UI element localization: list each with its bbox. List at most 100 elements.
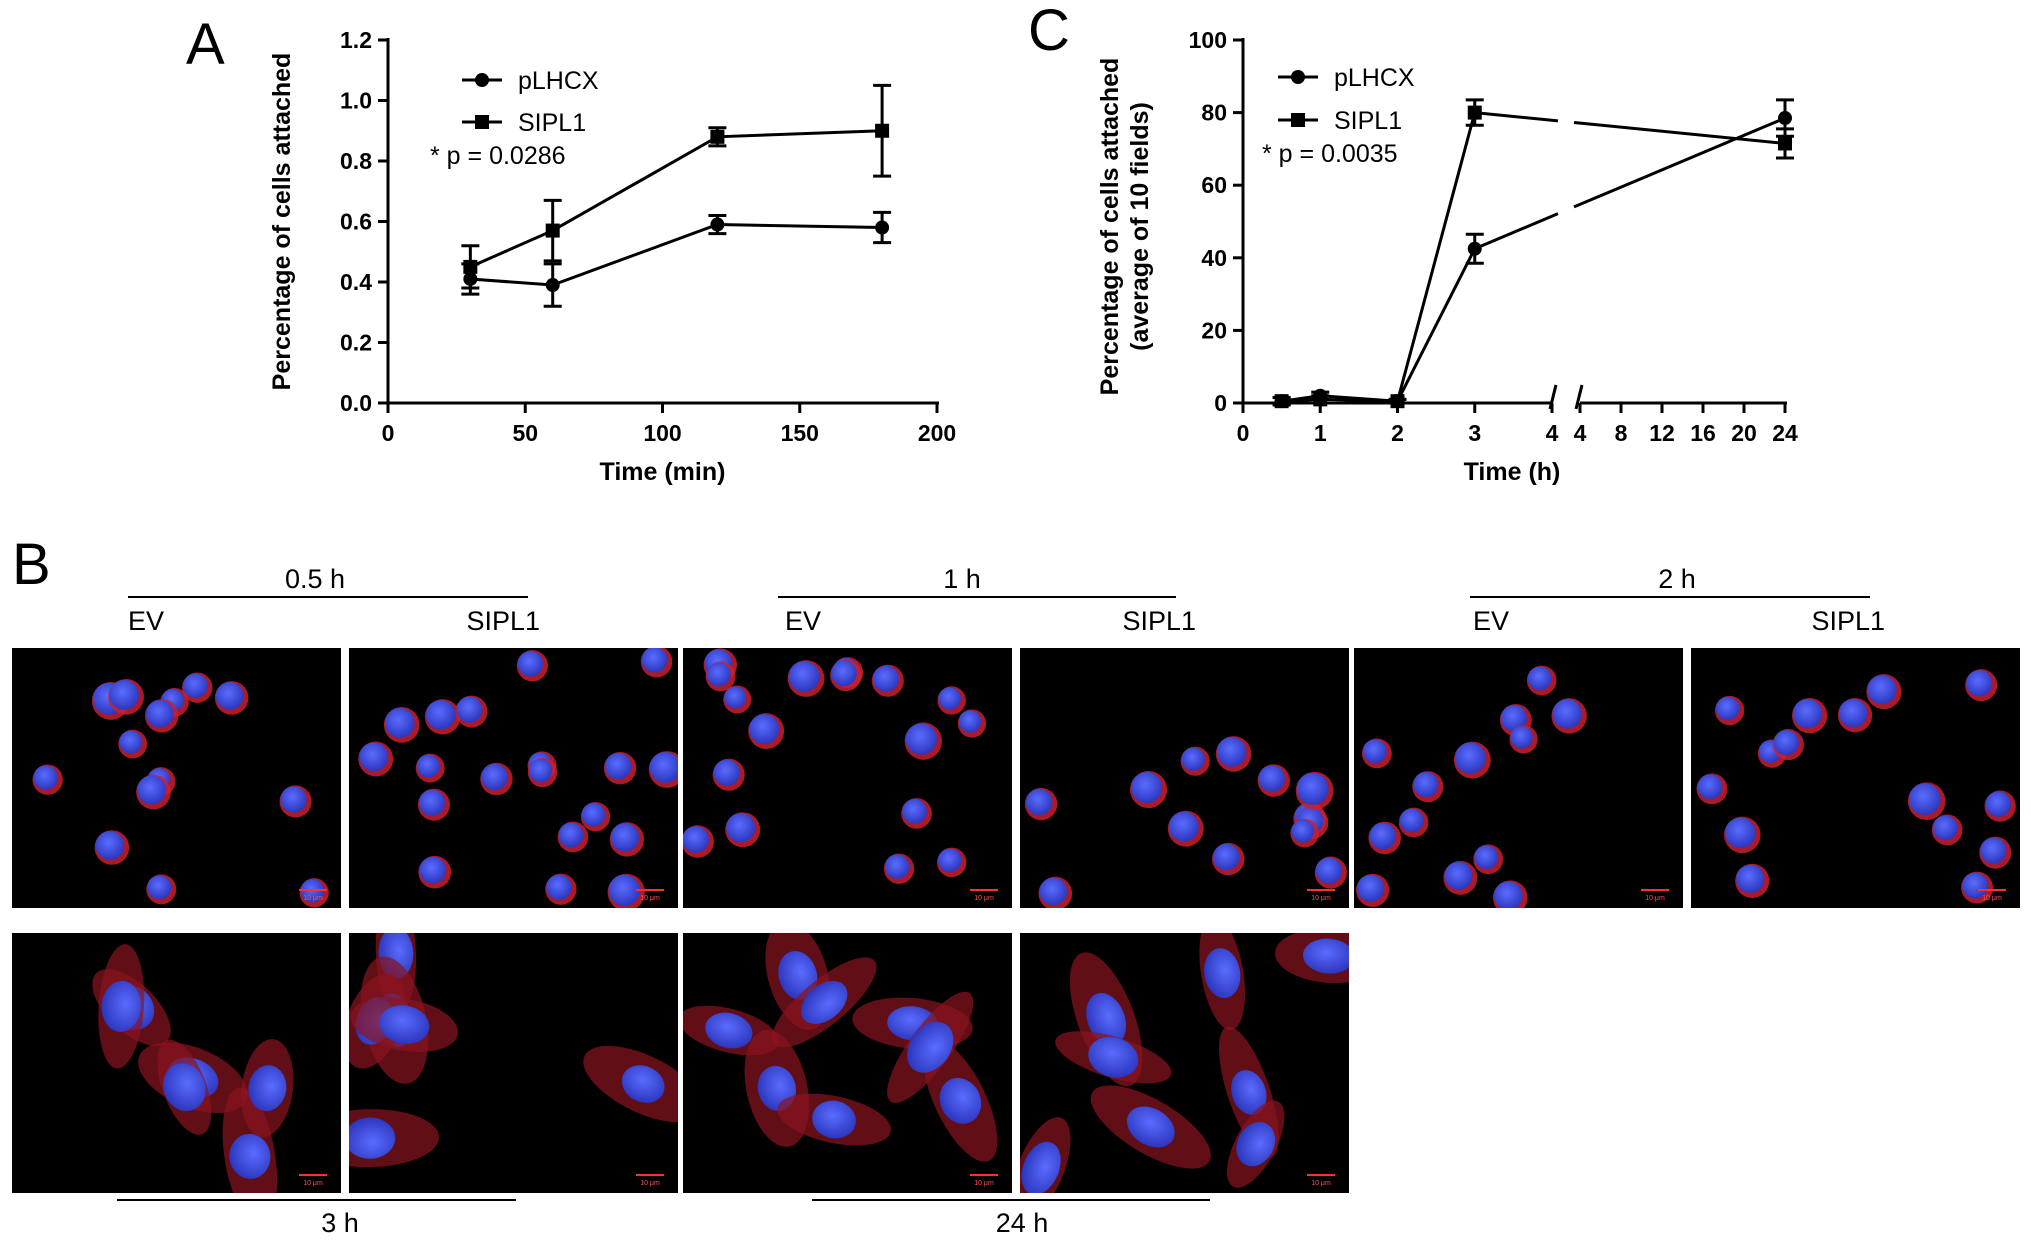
y-axis-title: Percentage of cells attached(average of … [1096, 58, 1154, 396]
nucleus [1025, 788, 1053, 816]
group-label-24h: 24 h [996, 1208, 1049, 1238]
x-tick-label: 16 [1690, 420, 1716, 446]
data-point [1313, 392, 1328, 407]
p-value-annotation: * p = 0.0035 [1262, 140, 1398, 168]
data-point [1467, 105, 1482, 120]
nucleus [902, 799, 927, 824]
nucleus [1454, 742, 1486, 774]
nucleus [1168, 811, 1199, 842]
nucleus [349, 1117, 396, 1159]
condition-label-sipl1: SIPL1 [1811, 606, 1885, 636]
nucleus [418, 789, 445, 816]
nucleus [147, 875, 172, 900]
nucleus [1088, 1036, 1139, 1078]
nucleus [938, 687, 961, 710]
nucleus [604, 752, 632, 780]
nucleus [812, 1100, 856, 1139]
y-tick-label: 80 [1201, 100, 1227, 126]
nucleus [33, 765, 58, 790]
nucleus [1131, 772, 1163, 804]
nucleus [456, 696, 483, 723]
nucleus [749, 714, 780, 745]
cells [683, 648, 987, 884]
x-tick-label: 3 [1468, 420, 1481, 446]
data-point [1778, 111, 1792, 126]
p-value-annotation: * p = 0.0286 [430, 142, 566, 170]
nucleus [1236, 1122, 1276, 1167]
nucleus [905, 723, 937, 755]
nucleus [1736, 864, 1765, 893]
condition-label-sipl1: SIPL1 [1122, 606, 1196, 636]
nucleus [705, 1012, 753, 1049]
micrograph-tile: 10 μm [12, 648, 341, 908]
nucleus [1500, 705, 1527, 732]
series-line-pLHCX [470, 223, 883, 287]
micrograph-tile: 10 μm [1020, 933, 1349, 1193]
data-point [710, 217, 725, 232]
y-tick-label: 40 [1201, 245, 1227, 271]
nucleus [1980, 837, 2007, 864]
nucleus [137, 775, 166, 805]
nucleus [145, 700, 174, 728]
micrograph-tile: 10 μm [349, 648, 678, 908]
scale-bar-label: 10 μm [303, 895, 323, 902]
x-tick-label: 4 [1574, 420, 1587, 446]
legend-plhcx-marker [475, 73, 489, 87]
nucleus [425, 700, 456, 730]
micrograph-panel: 0.5 h EV SIPL1 1 h EV SIPL1 2 h EV SIPL1… [12, 564, 2020, 1238]
nucleus [872, 665, 899, 692]
condition-label-ev: EV [785, 606, 821, 636]
y-tick-label: 0.4 [340, 269, 372, 295]
nucleus [1291, 819, 1314, 843]
data-point [1274, 394, 1289, 409]
cells [358, 648, 678, 908]
nucleus [229, 1133, 271, 1179]
micrograph-tile: 10 μm [1020, 648, 1349, 908]
scale-bar-label: 10 μm [1982, 895, 2002, 902]
nucleus [939, 1077, 982, 1124]
nucleus [1039, 877, 1068, 906]
micrograph-tile: 10 μm [683, 933, 1012, 1193]
y-tick-label: 0 [1214, 390, 1227, 416]
nucleus [1966, 670, 1993, 697]
nucleus [683, 826, 709, 853]
nucleus [1204, 948, 1241, 999]
micrograph-tile: 10 μm [1354, 648, 1683, 908]
nucleus [1908, 783, 1941, 816]
group-label-3h: 3 h [321, 1208, 359, 1238]
nucleus [1510, 726, 1533, 749]
micrograph-tile: 10 μm [683, 648, 1012, 908]
nucleus [1231, 1070, 1267, 1115]
condition-label-ev: EV [1473, 606, 1509, 636]
nucleus [1792, 698, 1823, 729]
data-point [545, 223, 560, 238]
legend-sipl1-label: SIPL1 [1334, 107, 1402, 135]
nucleus [937, 848, 962, 873]
nucleus [1697, 774, 1723, 800]
cells [1020, 933, 1349, 1193]
nucleus [1357, 874, 1385, 902]
nucleus [958, 710, 982, 733]
nucleus [416, 754, 440, 778]
nucleus [788, 661, 820, 692]
nucleus [608, 874, 640, 907]
panel-letter-b: B [12, 532, 51, 597]
nucleus [1962, 872, 1988, 899]
cells [683, 933, 998, 1162]
y-tick-label: 1.0 [340, 88, 372, 114]
nucleus [558, 822, 584, 848]
nucleus [621, 1065, 665, 1103]
nucleus [1773, 730, 1799, 756]
axis-break-mark [1574, 384, 1584, 410]
nucleus [280, 786, 307, 813]
nucleus [706, 662, 731, 687]
y-tick-label: 0.2 [340, 330, 372, 356]
tile-background [1691, 648, 2020, 908]
nucleus [1021, 1141, 1061, 1193]
nucleus [1715, 696, 1740, 721]
legend-sipl1-marker [1291, 113, 1305, 127]
nucleus [1474, 845, 1499, 870]
nucleus [109, 679, 139, 710]
